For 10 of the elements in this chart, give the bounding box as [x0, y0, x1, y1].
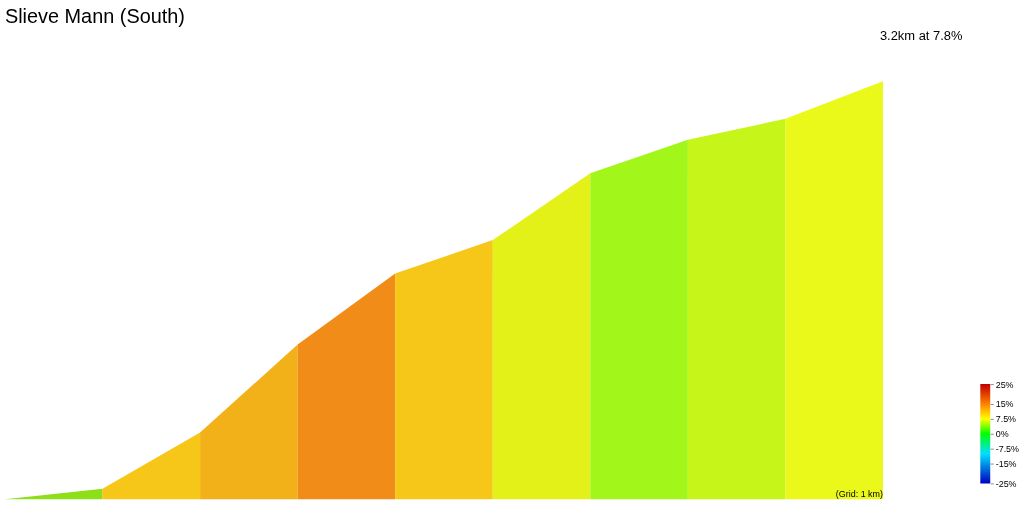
color-bar-label: -7.5% [995, 444, 1020, 455]
color-bar-label: 25% [995, 379, 1014, 390]
color-bar-label: 0% [995, 429, 1009, 440]
color-bar-label: -15% [995, 459, 1017, 470]
color-bar-label: 7.5% [995, 414, 1017, 425]
chart-title: Slieve Mann (South) [4, 4, 185, 27]
color-bar-label: -25% [995, 478, 1017, 489]
color-bar-label: 15% [995, 399, 1014, 410]
annotation: (Grid: 1 km) [835, 489, 883, 500]
chart-subtitle: 3.2km at 7.8% [879, 28, 963, 44]
